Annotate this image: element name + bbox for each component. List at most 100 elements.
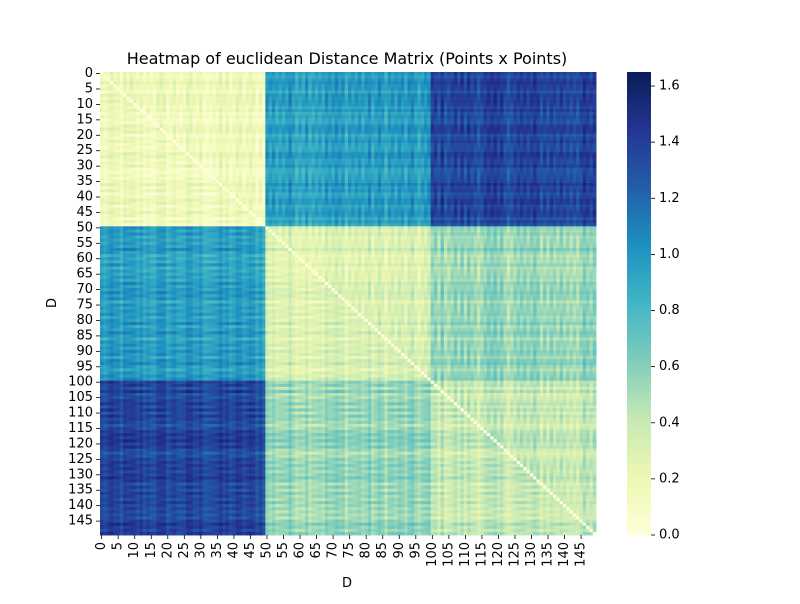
heatmap-cell <box>351 165 355 169</box>
heatmap-cell <box>437 118 441 122</box>
heatmap-cell <box>414 121 418 125</box>
heatmap-cell <box>546 128 550 132</box>
heatmap-cell <box>126 162 130 166</box>
heatmap-cell <box>123 75 127 79</box>
heatmap-cell <box>322 137 326 141</box>
heatmap-cell <box>503 128 507 132</box>
heatmap-cell <box>232 84 236 88</box>
heatmap-cell <box>219 155 223 159</box>
heatmap-cell <box>507 106 511 110</box>
heatmap-cell <box>550 87 554 91</box>
heatmap-cell <box>348 109 352 113</box>
heatmap-cell <box>335 118 339 122</box>
heatmap-cell <box>411 155 415 159</box>
heatmap-cell <box>520 84 524 88</box>
heatmap-cell <box>143 146 147 150</box>
heatmap-cell <box>477 158 481 162</box>
heatmap-cell <box>576 115 580 119</box>
heatmap-cell <box>216 131 220 135</box>
heatmap-cell <box>583 137 587 141</box>
heatmap-cell <box>391 128 395 132</box>
heatmap-cell <box>315 81 319 85</box>
heatmap-cell <box>212 162 216 166</box>
heatmap-cell <box>355 112 359 116</box>
heatmap-cell <box>460 134 464 138</box>
heatmap-cell <box>285 103 289 107</box>
heatmap-cell <box>130 143 134 147</box>
heatmap-cell <box>183 140 187 144</box>
heatmap-cell <box>497 134 501 138</box>
heatmap-cell <box>427 118 431 122</box>
heatmap-cell <box>272 155 276 159</box>
heatmap-cell <box>520 152 524 156</box>
heatmap-cell <box>348 143 352 147</box>
heatmap-cell <box>331 155 335 159</box>
heatmap-cell <box>441 97 445 101</box>
heatmap-cell <box>431 124 435 128</box>
heatmap-cell <box>335 115 339 119</box>
heatmap-cell <box>322 112 326 116</box>
heatmap-cell <box>196 115 200 119</box>
heatmap-cell <box>454 103 458 107</box>
heatmap-cell <box>589 131 593 135</box>
heatmap-cell <box>292 115 296 119</box>
heatmap-cell <box>371 124 375 128</box>
heatmap-cell <box>401 72 405 76</box>
heatmap-cell <box>150 84 154 88</box>
heatmap-cell <box>384 109 388 113</box>
heatmap-cell <box>500 109 504 113</box>
heatmap-cell <box>371 137 375 141</box>
heatmap-cell <box>212 78 216 82</box>
heatmap-cell <box>371 162 375 166</box>
heatmap-cell <box>302 128 306 132</box>
heatmap-cell <box>146 140 150 144</box>
heatmap-cell <box>189 128 193 132</box>
heatmap-cell <box>100 109 104 113</box>
heatmap-cell <box>384 165 388 169</box>
heatmap-cell <box>540 87 544 91</box>
heatmap-cell <box>490 87 494 91</box>
heatmap-cell <box>540 109 544 113</box>
heatmap-cell <box>179 106 183 110</box>
heatmap-cell <box>345 75 349 79</box>
heatmap-cell <box>589 103 593 107</box>
heatmap-cell <box>341 171 345 175</box>
heatmap-cell <box>417 106 421 110</box>
heatmap-cell <box>123 94 127 98</box>
heatmap-cell <box>150 124 154 128</box>
heatmap-cell <box>146 128 150 132</box>
heatmap-cell <box>573 115 577 119</box>
heatmap-cell <box>179 100 183 104</box>
heatmap-cell <box>480 168 484 172</box>
heatmap-cell <box>226 137 230 141</box>
heatmap-cell <box>583 75 587 79</box>
heatmap-cell <box>536 162 540 166</box>
heatmap-cell <box>487 121 491 125</box>
heatmap-cell <box>447 91 451 95</box>
heatmap-cell <box>239 162 243 166</box>
heatmap-cell <box>150 165 154 169</box>
heatmap-cell <box>331 115 335 119</box>
heatmap-cell <box>150 128 154 132</box>
heatmap-cell <box>371 112 375 116</box>
heatmap-cell <box>140 165 144 169</box>
heatmap-cell <box>259 72 263 76</box>
heatmap-cell <box>484 146 488 150</box>
heatmap-cell <box>156 128 160 132</box>
heatmap-cell <box>117 106 121 110</box>
heatmap-cell <box>543 75 547 79</box>
heatmap-cell <box>133 168 137 172</box>
heatmap-cell <box>239 118 243 122</box>
heatmap-cell <box>527 91 531 95</box>
heatmap-cell <box>388 128 392 132</box>
heatmap-cell <box>203 152 207 156</box>
heatmap-cell <box>295 168 299 172</box>
heatmap-cell <box>229 109 233 113</box>
heatmap-cell <box>206 152 210 156</box>
heatmap-cell <box>464 140 468 144</box>
heatmap-cell <box>421 140 425 144</box>
heatmap-cell <box>398 94 402 98</box>
heatmap-cell <box>530 162 534 166</box>
heatmap-cell <box>527 134 531 138</box>
heatmap-cell <box>252 152 256 156</box>
